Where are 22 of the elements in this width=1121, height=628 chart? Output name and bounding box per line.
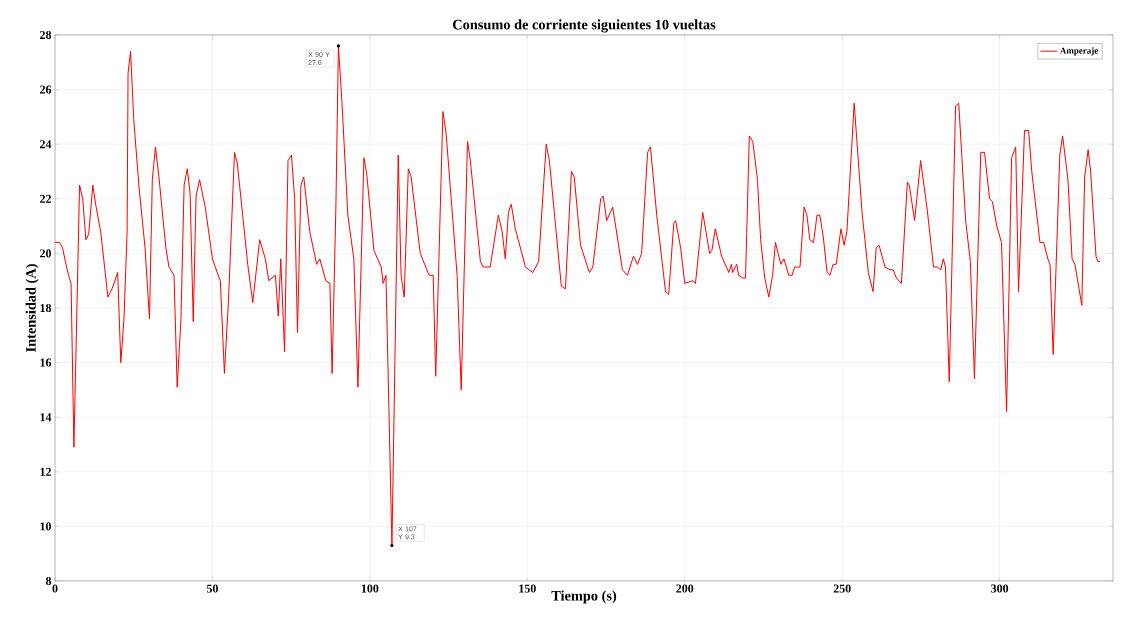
y-tick-label: 18	[40, 303, 52, 313]
y-tick-label: 8	[45, 576, 52, 586]
x-tick-label: 300	[991, 584, 1009, 593]
legend-label: Amperaje	[1059, 47, 1098, 56]
x-tick-label: 100	[361, 584, 379, 593]
x-tick-label: 200	[676, 584, 694, 593]
chart-title: Consumo de corriente siguientes 10 vueltas	[453, 19, 716, 33]
y-axis-title: Intensidad (A)	[25, 264, 39, 352]
y-tick-label: 22	[40, 194, 51, 203]
x-tick-label: 0	[52, 584, 58, 593]
x-tick-label: 50	[206, 584, 218, 593]
x-tick-label: 150	[519, 584, 536, 593]
x-tick-label: 250	[833, 584, 851, 593]
y-tick-label: 14	[40, 413, 52, 422]
y-tick-label: 24	[40, 140, 52, 149]
y-tick-label: 16	[40, 358, 52, 367]
y-tick-label: 20	[40, 249, 52, 258]
y-tick-label: 10	[40, 522, 52, 531]
y-tick-label: 12	[40, 467, 51, 476]
x-axis-title: Tiempo (s)	[551, 590, 617, 604]
y-tick-label: 26	[40, 85, 52, 94]
y-tick-label: 28	[40, 30, 52, 40]
